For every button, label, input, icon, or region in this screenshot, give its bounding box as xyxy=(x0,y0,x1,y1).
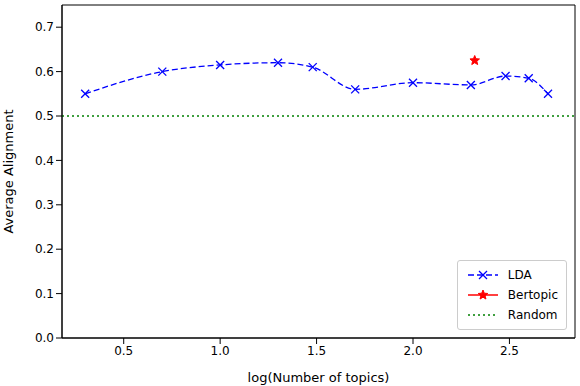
svg-text:0.5: 0.5 xyxy=(35,109,54,123)
svg-text:2.5: 2.5 xyxy=(500,344,519,358)
svg-text:0.6: 0.6 xyxy=(35,65,54,79)
svg-text:0.2: 0.2 xyxy=(35,242,54,256)
html-text:Random: Random xyxy=(507,308,558,322)
svg-text:1.5: 1.5 xyxy=(307,344,326,358)
svg-text:2.0: 2.0 xyxy=(403,344,422,358)
svg-text:0.0: 0.0 xyxy=(35,331,54,345)
svg-text:0.5: 0.5 xyxy=(114,344,133,358)
svg-text:0.7: 0.7 xyxy=(35,20,54,34)
html-text:Bertopic: Bertopic xyxy=(507,288,558,302)
svg-text:0.1: 0.1 xyxy=(35,287,54,301)
svg-text:log(Number of topics): log(Number of topics) xyxy=(248,370,390,385)
html-text:LDA: LDA xyxy=(507,268,532,282)
svg-text:0.4: 0.4 xyxy=(35,154,54,168)
svg-text:Average Alignment: Average Alignment xyxy=(1,109,16,233)
svg-text:0.3: 0.3 xyxy=(35,198,54,212)
svg-text:1.0: 1.0 xyxy=(211,344,230,358)
